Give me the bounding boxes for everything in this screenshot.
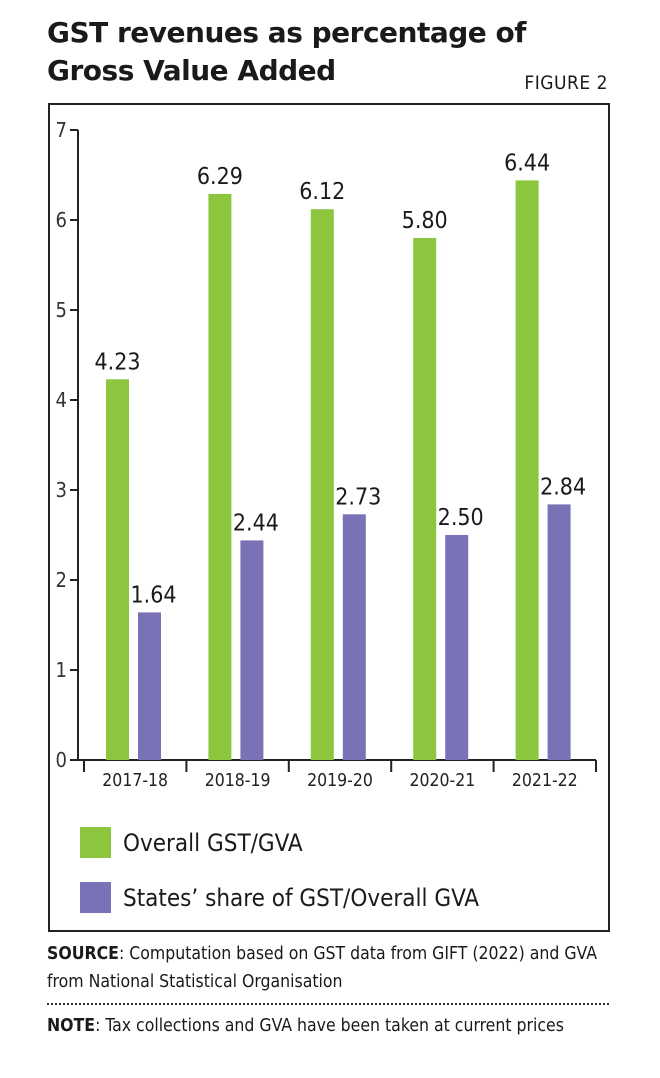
note-text: : Tax collections and GVA have been take… — [95, 1016, 564, 1036]
legend-label: States’ share of GST/Overall GVA — [123, 883, 480, 912]
data-label: 4.23 — [94, 349, 140, 375]
x-tick-label: 2018-19 — [205, 771, 271, 791]
note: NOTE: Tax collections and GVA have been … — [47, 1012, 617, 1040]
bar-overall-gst-gva — [310, 209, 334, 760]
legend-label: Overall GST/GVA — [123, 828, 303, 857]
data-label: 6.44 — [504, 150, 550, 176]
bar-overall-gst-gva — [106, 379, 129, 760]
data-label: 5.80 — [402, 208, 448, 234]
bar-overall-gst-gva — [515, 180, 539, 760]
x-tick-label: 2019-20 — [307, 771, 373, 791]
note-label: NOTE — [47, 1016, 96, 1036]
legend-item-overall: Overall GST/GVA — [80, 815, 479, 870]
y-tick-label: 6 — [56, 208, 67, 232]
x-tick-label: 2020-21 — [410, 771, 476, 791]
bar-states-share — [547, 504, 571, 760]
data-label: 2.73 — [335, 484, 381, 510]
bar-states-share — [240, 540, 264, 760]
dotted-divider — [47, 1003, 609, 1005]
title-line-1: GST revenues as percentage of — [47, 16, 526, 49]
bar-states-share — [342, 514, 366, 760]
data-label: 6.29 — [197, 164, 243, 190]
source-note: SOURCE: Computation based on GST data fr… — [47, 940, 617, 996]
legend-item-states: States’ share of GST/Overall GVA — [80, 870, 479, 925]
bar-states-share — [445, 535, 469, 760]
y-tick-label: 1 — [56, 658, 67, 682]
y-tick-label: 5 — [56, 298, 67, 322]
legend: Overall GST/GVA States’ share of GST/Ove… — [80, 815, 479, 925]
y-tick-label: 7 — [56, 118, 67, 142]
figure-label: FIGURE 2 — [524, 72, 608, 94]
legend-swatch-purple — [80, 882, 111, 913]
y-tick-label: 3 — [56, 478, 67, 502]
data-label: 2.44 — [233, 510, 279, 536]
data-label: 1.64 — [130, 582, 176, 608]
data-label: 2.84 — [540, 474, 586, 500]
bar-overall-gst-gva — [208, 193, 232, 760]
data-label: 2.50 — [438, 505, 484, 531]
bar-chart: 0 1 2 3 4 5 6 7 2017-18 4.23 1.64 2018-19 6.29 2.44 20… — [56, 118, 597, 791]
data-label: 6.12 — [299, 179, 345, 205]
chart-frame — [48, 103, 610, 932]
bar-overall-gst-gva — [413, 238, 437, 760]
chart-title: GST revenues as percentage of Gross Valu… — [47, 14, 567, 90]
source-label: SOURCE — [47, 944, 119, 964]
y-tick-label: 4 — [56, 388, 67, 412]
title-line-2: Gross Value Added — [47, 54, 336, 87]
x-tick-label: 2017-18 — [102, 771, 168, 791]
y-tick-label: 0 — [56, 748, 67, 772]
source-text: : Computation based on GST data from GIF… — [47, 944, 597, 992]
y-tick-label: 2 — [56, 568, 67, 592]
legend-swatch-green — [80, 827, 111, 858]
bar-states-share — [138, 612, 161, 760]
x-tick-label: 2021-22 — [512, 771, 578, 791]
